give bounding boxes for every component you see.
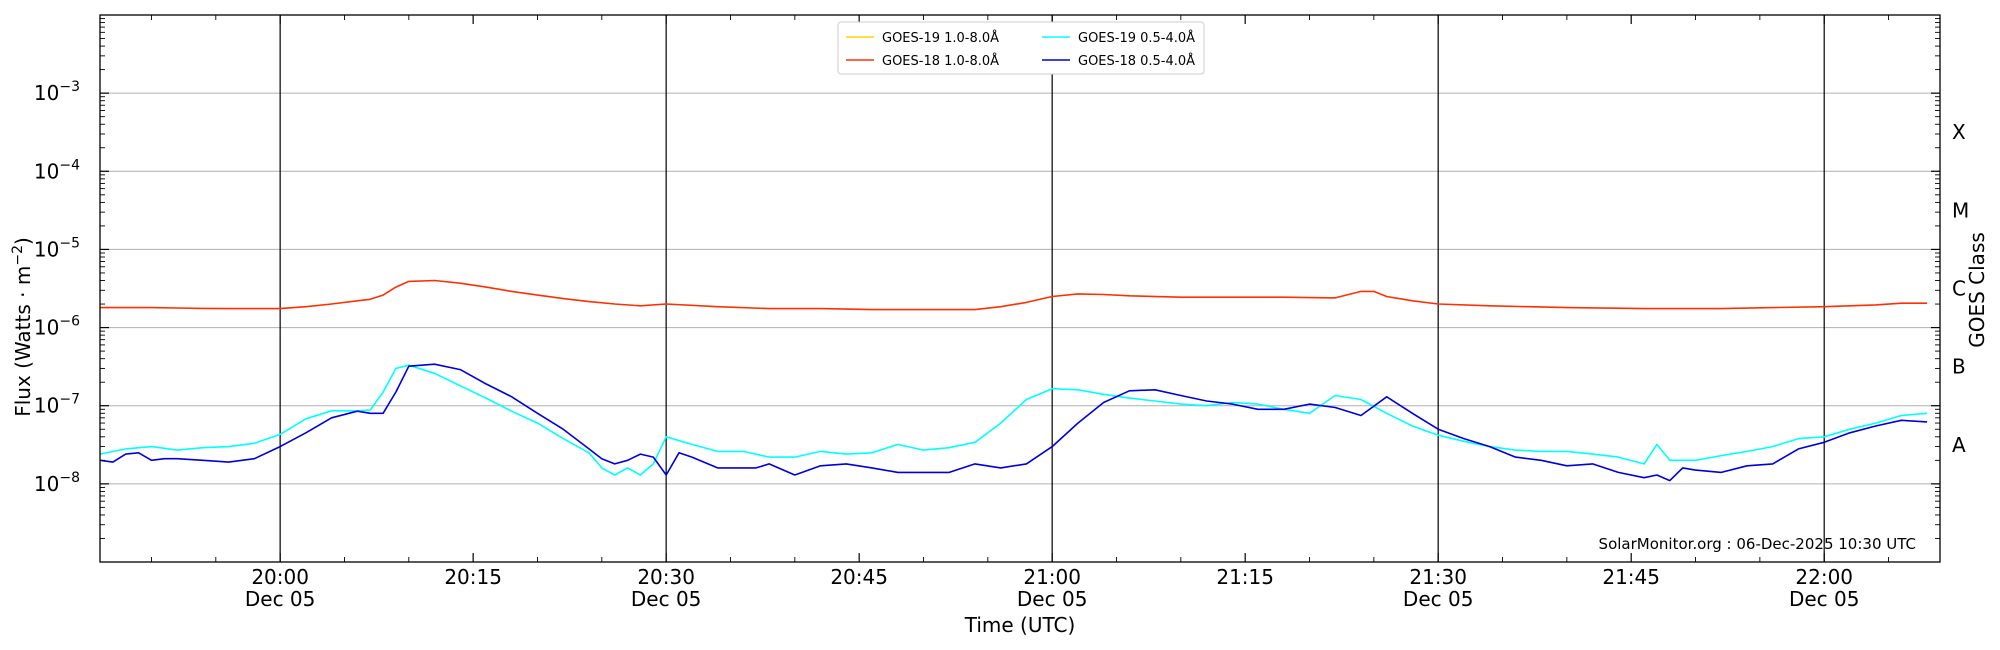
goes-class-b: B (1952, 355, 1966, 379)
x-tick-date-label: Dec 05 (1017, 587, 1088, 611)
legend-label: GOES-18 0.5-4.0Å (1078, 53, 1195, 69)
legend-label: GOES-18 1.0-8.0Å (882, 53, 999, 69)
goes-class-m: M (1952, 198, 1969, 222)
chart-legend: GOES-19 1.0-8.0Å GOES-18 1.0-8.0Å GOES-19 … (837, 21, 1205, 75)
x-axis-title: Time (UTC) (964, 613, 1076, 637)
x-tick-date-label: Dec 05 (631, 587, 702, 611)
x-tick-label: 21:45 (1602, 565, 1660, 589)
x-tick-label: 20:00 (251, 565, 309, 589)
series-line-2 (100, 279, 1928, 311)
x-tick-label: 21:15 (1216, 565, 1274, 589)
x-tick-date-label: Dec 05 (245, 587, 316, 611)
plot-frame (99, 14, 1941, 563)
y-tick-label: 10−4 (34, 157, 80, 183)
credit-text: SolarMonitor.org : 06-Dec-2025 10:30 UTC (1599, 535, 1916, 553)
goes-class-c: C (1952, 277, 1966, 301)
x-tick-label: 22:00 (1795, 565, 1853, 589)
goes-class-x: X (1952, 120, 1966, 144)
goes-class-a: A (1952, 433, 1966, 457)
series-line-1 (99, 364, 1928, 476)
x-tick-label: 21:30 (1409, 565, 1467, 589)
day-marker-lines (279, 15, 1825, 562)
y-axis-title: Flux (Watts · m−2) (10, 237, 35, 417)
y-tick-label: 10−3 (34, 79, 80, 105)
series-lines (99, 279, 1928, 482)
series-line-3 (99, 363, 1928, 482)
x-tick-label: 21:00 (1023, 565, 1081, 589)
axis-ticks (100, 15, 1940, 562)
legend-label: GOES-19 1.0-8.0Å (882, 30, 999, 46)
y-tick-label: 10−8 (34, 470, 80, 496)
goes-class-labels: A B C M X (1952, 120, 1969, 457)
x-tick-date-label: Dec 05 (1789, 587, 1860, 611)
y-tick-label: 10−7 (34, 392, 80, 418)
y-tick-label: 10−6 (34, 314, 80, 340)
horizontal-gridlines (100, 92, 1940, 485)
legend-label: GOES-19 0.5-4.0Å (1078, 30, 1195, 46)
y-axis-tick-labels: 10−8 10−7 10−6 10−5 10−4 10−3 (34, 79, 80, 496)
goes-class-axis-title: GOES Class (1965, 232, 1989, 348)
legend-box (837, 21, 1205, 75)
x-tick-label: 20:30 (637, 565, 695, 589)
x-tick-label: 20:45 (830, 565, 888, 589)
y-tick-label: 10−5 (34, 235, 80, 261)
x-tick-date-label: Dec 05 (1403, 587, 1474, 611)
x-tick-label: 20:15 (444, 565, 502, 589)
